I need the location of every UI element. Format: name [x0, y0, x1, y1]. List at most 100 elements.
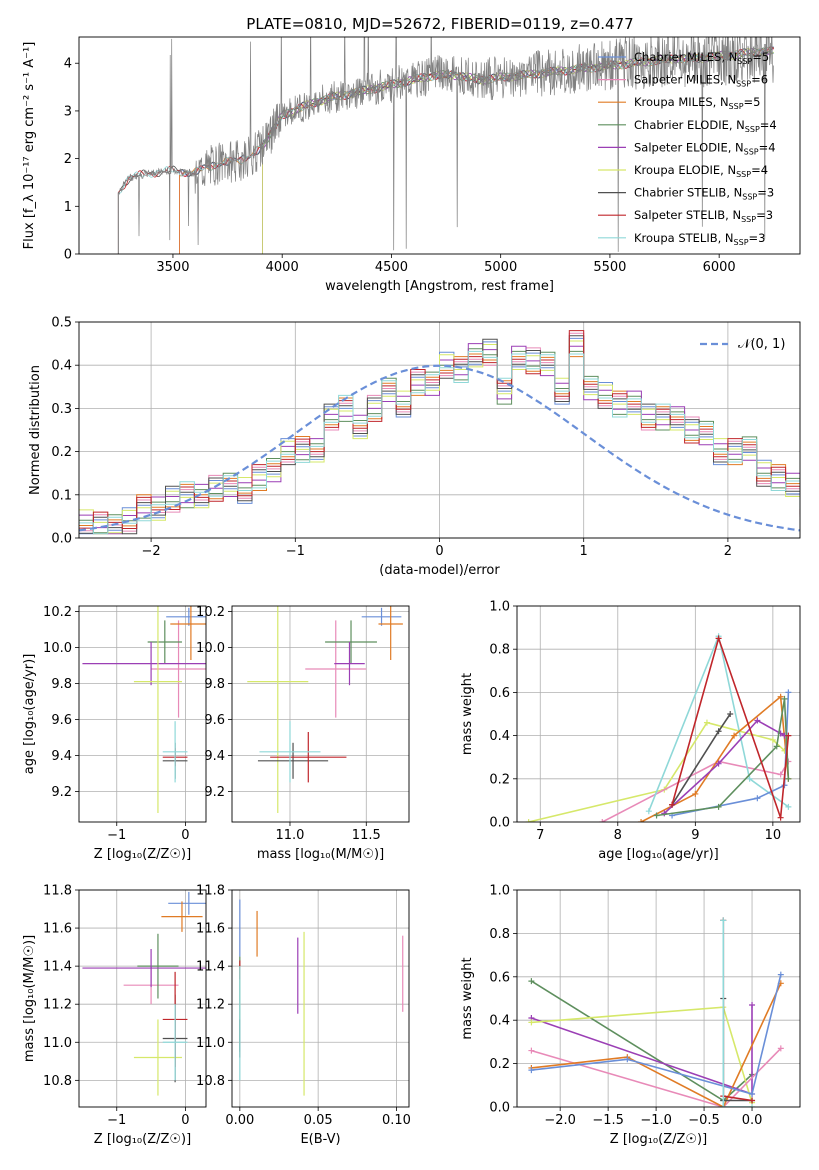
weight-marker: [749, 1097, 756, 1104]
x-tick-label: −1: [107, 828, 126, 843]
y-tick-label: 0.0: [489, 1101, 510, 1116]
weight-marker: [785, 775, 792, 782]
y-tick-label: 10.2: [43, 605, 72, 620]
data-line: [117, 37, 774, 254]
x-tick-label: 0: [181, 1113, 189, 1128]
axes-frame: [78, 889, 207, 1108]
y-tick-label: 4: [64, 57, 72, 72]
weight-marker: [528, 1047, 535, 1054]
x-tick-label: −1: [286, 544, 305, 559]
weight-marker: [731, 732, 738, 739]
x-tick-label: 0: [181, 828, 189, 843]
axes-frame: [231, 605, 410, 823]
y-tick-label: 11.4: [196, 960, 225, 975]
weight-marker: [754, 795, 761, 802]
weight-marker: [645, 808, 652, 815]
y-tick-label: 0.8: [489, 927, 510, 942]
y-tick-label: 9.8: [204, 677, 225, 692]
y-tick-label: 11.2: [196, 998, 225, 1013]
weight-marker: [528, 1019, 535, 1026]
weight-vs-age-panel: 7 8 9 10 0.0 0.2 0.4 0.6 0.8 1.0 age [log₁₀(age/yr…: [460, 600, 801, 862]
weight-marker: [785, 689, 792, 696]
x-tick-label: 7: [536, 828, 544, 843]
x-tick-label: 3500: [156, 260, 189, 275]
weight-line: [531, 1047, 782, 1107]
legend-subscript: SSP: [736, 170, 751, 179]
x-tick-label: 5000: [484, 260, 517, 275]
y-tick-label: 0.4: [489, 729, 510, 744]
y-tick-label: 2: [64, 152, 72, 167]
x-axis-label: mass [log₁₀(M/M☉)]: [257, 847, 384, 862]
x-tick-label: 9: [691, 828, 699, 843]
legend-count: =5: [752, 50, 769, 64]
weight-line: [528, 721, 786, 822]
y-tick-label: 11.4: [43, 960, 72, 975]
weight-marker: [749, 1002, 756, 1009]
figure-title: PLATE=0810, MJD=52672, FIBERID=0119, z=0…: [246, 15, 633, 33]
axes-frame: [516, 889, 801, 1108]
plot-area: [79, 330, 800, 535]
y-tick-label: 11.0: [43, 1036, 72, 1051]
x-tick-label: −0.5: [688, 1113, 720, 1128]
weight-marker: [528, 978, 535, 985]
y-tick-label: 0.8: [489, 643, 510, 658]
y-tick-label: 0.0: [51, 532, 72, 547]
y-tick-label: 0.2: [489, 1057, 510, 1072]
legend-label: Kroupa MILES, NSSP=5: [634, 95, 760, 111]
weight-vs-z-panel: −2.0 −1.5 −1.0 −0.5 0.0 0.0 0.2 0.4 0.6 0.8 1.0 Z […: [460, 884, 801, 1147]
y-tick-label: 0.4: [489, 1014, 510, 1029]
x-tick-label: 4500: [375, 260, 408, 275]
y-tick-label: 0.3: [51, 402, 72, 417]
x-tick-label: 1: [580, 544, 588, 559]
weight-marker: [599, 819, 606, 822]
legend-label: 𝒩(0, 1): [738, 337, 785, 352]
plot-area: [239, 899, 404, 1096]
y-tick-label: 0.0: [489, 816, 510, 831]
mass-vs-z-panel: −1 0 10.8 11.0 11.2 11.4 11.6 11.8 Z [log₁₀(Z/Z☉…: [22, 884, 207, 1147]
weight-marker: [785, 732, 792, 739]
y-tick-label: 10.8: [43, 1074, 72, 1089]
weight-line: [722, 920, 752, 1107]
legend-label: Kroupa STELIB, NSSP=3: [634, 231, 765, 247]
legend-label: Salpeter ELODIE, NSSP=4: [634, 140, 776, 156]
y-tick-label: 9.8: [51, 677, 72, 692]
legend-count: =5: [744, 95, 761, 109]
y-tick-label: 1.0: [489, 884, 510, 899]
x-axis-label: Z [log₁₀(Z/Z☉)]: [94, 1132, 191, 1147]
legend-count: =3: [749, 231, 766, 245]
x-tick-label: 11.5: [352, 828, 381, 843]
legend-label: Salpeter STELIB, NSSP=3: [634, 208, 773, 224]
x-tick-label: 0.10: [382, 1113, 411, 1128]
weight-line: [531, 974, 782, 1095]
legend-count: =3: [756, 208, 773, 222]
x-axis-label: E(B-V): [300, 1132, 340, 1147]
legend-subscript: SSP: [734, 238, 749, 247]
y-tick-label: 10.2: [196, 605, 225, 620]
legend-subscript: SSP: [729, 102, 744, 111]
weight-marker: [669, 801, 676, 808]
legend-count: =4: [760, 118, 777, 132]
residuals-panel: −2 −1 0 1 2 0.0 0.1 0.2 0.3 0.4 0.5 (data-model)/er…: [28, 316, 801, 578]
x-tick-label: 10: [765, 828, 782, 843]
weight-marker: [749, 1090, 756, 1097]
weight-marker: [624, 1056, 631, 1063]
legend-label: Chabrier STELIB, NSSP=3: [634, 186, 774, 202]
y-tick-label: 9.6: [204, 713, 225, 728]
legend-subscript: SSP: [744, 147, 759, 156]
x-tick-label: −1.0: [640, 1113, 672, 1128]
legend-subscript: SSP: [737, 57, 752, 66]
spectrum-panel: 3500 4000 4500 5000 5500 6000 0 1 2 3 4 wavelength …: [22, 36, 801, 294]
weight-marker: [653, 812, 660, 819]
y-tick-label: 3: [64, 104, 72, 119]
axes-frame: [231, 889, 410, 1108]
weight-marker: [525, 819, 532, 822]
weight-marker: [781, 695, 788, 702]
y-axis-label: Normed distribution: [28, 365, 43, 495]
y-tick-label: 10.0: [196, 641, 225, 656]
y-tick-label: 11.8: [196, 884, 225, 899]
y-tick-label: 0.6: [489, 686, 510, 701]
x-tick-label: 2: [724, 544, 732, 559]
legend-subscript: SSP: [736, 80, 751, 89]
y-tick-label: 9.4: [51, 749, 72, 764]
